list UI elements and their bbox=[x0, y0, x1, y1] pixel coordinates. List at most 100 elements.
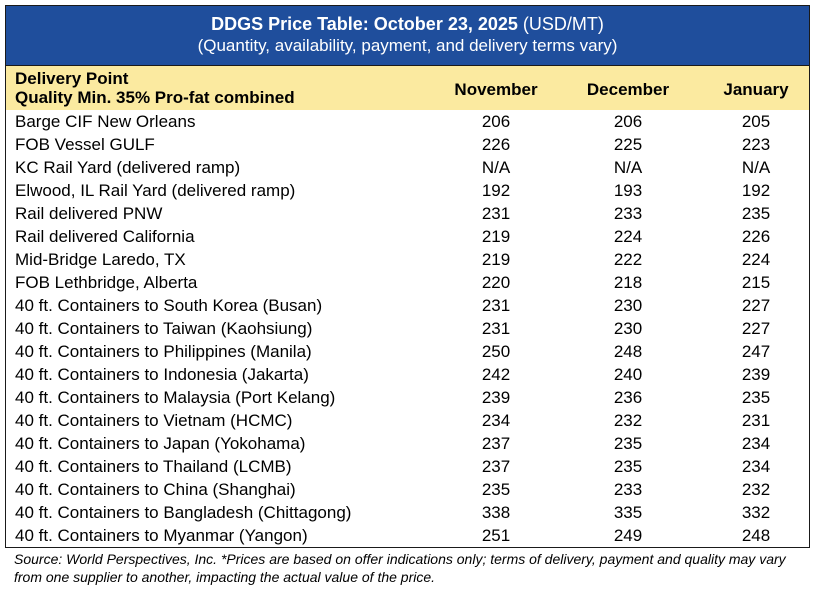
january-price-cell: 232 bbox=[741, 480, 771, 499]
table-row: Barge CIF New Orleans 206 206 205 bbox=[6, 110, 809, 133]
january-price-cell: 234 bbox=[741, 457, 771, 476]
delivery-point-cell: FOB Lethbridge, Alberta bbox=[15, 273, 198, 292]
table-header: Delivery Point Quality Min. 35% Pro-fat … bbox=[5, 66, 810, 110]
delivery-point-cell: 40 ft. Containers to Japan (Yokohama) bbox=[15, 434, 306, 453]
header-january: January bbox=[723, 80, 789, 99]
delivery-point-cell: Rail delivered PNW bbox=[15, 204, 163, 223]
delivery-point-cell: Barge CIF New Orleans bbox=[15, 112, 196, 131]
table-row: Rail delivered PNW 231 233 235 bbox=[6, 202, 809, 225]
delivery-point-cell: Mid-Bridge Laredo, TX bbox=[15, 250, 186, 269]
january-price-cell: 235 bbox=[741, 204, 771, 223]
december-price-cell: 206 bbox=[613, 112, 643, 131]
january-price-cell: 192 bbox=[741, 181, 771, 200]
november-price-cell: 206 bbox=[481, 112, 511, 131]
december-price-cell: 236 bbox=[613, 388, 643, 407]
table-row: FOB Vessel GULF 226 225 223 bbox=[6, 133, 809, 156]
delivery-point-cell: 40 ft. Containers to Malaysia (Port Kela… bbox=[15, 388, 336, 407]
november-price-cell: 237 bbox=[481, 457, 511, 476]
january-price-cell: 235 bbox=[741, 388, 771, 407]
header-december: December bbox=[586, 80, 670, 99]
december-price-cell: 224 bbox=[613, 227, 643, 246]
table-body: Barge CIF New Orleans 206 206 205 FOB Vessel… bbox=[5, 110, 810, 548]
january-price-cell: 239 bbox=[741, 365, 771, 384]
table-row: Mid-Bridge Laredo, TX 219 222 224 bbox=[6, 248, 809, 271]
table-row: 40 ft. Containers to South Korea (Busan)… bbox=[6, 294, 809, 317]
december-price-cell: N/A bbox=[613, 158, 643, 177]
table-row: 40 ft. Containers to Japan (Yokohama) 237… bbox=[6, 432, 809, 455]
table-row: FOB Lethbridge, Alberta 220 218 215 bbox=[6, 271, 809, 294]
january-price-cell: 248 bbox=[741, 526, 771, 545]
december-price-cell: 235 bbox=[613, 434, 643, 453]
november-price-cell: 220 bbox=[481, 273, 511, 292]
november-price-cell: 234 bbox=[481, 411, 511, 430]
january-price-cell: 247 bbox=[741, 342, 771, 361]
january-price-cell: 224 bbox=[741, 250, 771, 269]
november-price-cell: N/A bbox=[481, 158, 511, 177]
november-price-cell: 235 bbox=[481, 480, 511, 499]
table-row: 40 ft. Containers to Bangladesh (Chittag… bbox=[6, 501, 809, 524]
november-price-cell: 231 bbox=[481, 296, 511, 315]
delivery-point-cell: Elwood, IL Rail Yard (delivered ramp) bbox=[15, 181, 296, 200]
title-bold: DDGS Price Table: October 23, 2025 bbox=[211, 14, 518, 34]
table-row: Rail delivered California 219 224 226 bbox=[6, 225, 809, 248]
january-price-cell: N/A bbox=[741, 158, 771, 177]
table-row: 40 ft. Containers to Indonesia (Jakarta)… bbox=[6, 363, 809, 386]
november-price-cell: 219 bbox=[481, 250, 511, 269]
header-november: November bbox=[454, 80, 538, 99]
source-note: Source: World Perspectives, Inc. *Prices… bbox=[14, 551, 786, 585]
january-price-cell: 223 bbox=[741, 135, 771, 154]
december-price-cell: 232 bbox=[613, 411, 643, 430]
table-title-bar: DDGS Price Table: October 23, 2025 (USD/… bbox=[5, 5, 810, 66]
delivery-point-cell: 40 ft. Containers to Philippines (Manila… bbox=[15, 342, 312, 361]
january-price-cell: 227 bbox=[741, 319, 771, 338]
header-left: Delivery Point Quality Min. 35% Pro-fat … bbox=[15, 69, 295, 107]
table-row: 40 ft. Containers to Thailand (LCMB) 237 2… bbox=[6, 455, 809, 478]
november-price-cell: 242 bbox=[481, 365, 511, 384]
delivery-point-cell: 40 ft. Containers to China (Shanghai) bbox=[15, 480, 296, 499]
delivery-point-cell: 40 ft. Containers to Myanmar (Yangon) bbox=[15, 526, 308, 545]
delivery-point-cell: 40 ft. Containers to South Korea (Busan) bbox=[15, 296, 323, 315]
november-price-cell: 231 bbox=[481, 204, 511, 223]
table-subtitle: (Quantity, availability, payment, and de… bbox=[197, 36, 618, 55]
table-row: 40 ft. Containers to Vietnam (HCMC) 234 23… bbox=[6, 409, 809, 432]
delivery-point-cell: 40 ft. Containers to Bangladesh (Chittag… bbox=[15, 503, 352, 522]
delivery-point-cell: 40 ft. Containers to Indonesia (Jakarta) bbox=[15, 365, 309, 384]
december-price-cell: 240 bbox=[613, 365, 643, 384]
november-price-cell: 338 bbox=[481, 503, 511, 522]
delivery-point-cell: 40 ft. Containers to Thailand (LCMB) bbox=[15, 457, 292, 476]
november-price-cell: 251 bbox=[481, 526, 511, 545]
december-price-cell: 218 bbox=[613, 273, 643, 292]
table-row: KC Rail Yard (delivered ramp) N/A N/A N/A bbox=[6, 156, 809, 179]
december-price-cell: 225 bbox=[613, 135, 643, 154]
december-price-cell: 233 bbox=[613, 204, 643, 223]
table-row: 40 ft. Containers to Taiwan (Kaohsiung) 2… bbox=[6, 317, 809, 340]
delivery-point-cell: 40 ft. Containers to Taiwan (Kaohsiung) bbox=[15, 319, 313, 338]
table-row: 40 ft. Containers to Myanmar (Yangon) 251… bbox=[6, 524, 809, 547]
january-price-cell: 215 bbox=[741, 273, 771, 292]
november-price-cell: 239 bbox=[481, 388, 511, 407]
december-price-cell: 193 bbox=[613, 181, 643, 200]
december-price-cell: 249 bbox=[613, 526, 643, 545]
january-price-cell: 205 bbox=[741, 112, 771, 131]
table-row: 40 ft. Containers to Malaysia (Port Kela… bbox=[6, 386, 809, 409]
delivery-point-cell: Rail delivered California bbox=[15, 227, 195, 246]
november-price-cell: 250 bbox=[481, 342, 511, 361]
november-price-cell: 237 bbox=[481, 434, 511, 453]
december-price-cell: 233 bbox=[613, 480, 643, 499]
delivery-point-cell: 40 ft. Containers to Vietnam (HCMC) bbox=[15, 411, 293, 430]
january-price-cell: 234 bbox=[741, 434, 771, 453]
november-price-cell: 192 bbox=[481, 181, 511, 200]
november-price-cell: 219 bbox=[481, 227, 511, 246]
table-title: DDGS Price Table: October 23, 2025 (USD/… bbox=[6, 6, 809, 35]
january-price-cell: 332 bbox=[741, 503, 771, 522]
december-price-cell: 235 bbox=[613, 457, 643, 476]
january-price-cell: 231 bbox=[741, 411, 771, 430]
january-price-cell: 227 bbox=[741, 296, 771, 315]
table-row: Elwood, IL Rail Yard (delivered ramp) 192… bbox=[6, 179, 809, 202]
delivery-point-cell: FOB Vessel GULF bbox=[15, 135, 155, 154]
delivery-point-cell: KC Rail Yard (delivered ramp) bbox=[15, 158, 241, 177]
november-price-cell: 226 bbox=[481, 135, 511, 154]
table-row: 40 ft. Containers to Philippines (Manila… bbox=[6, 340, 809, 363]
november-price-cell: 231 bbox=[481, 319, 511, 338]
december-price-cell: 230 bbox=[613, 319, 643, 338]
